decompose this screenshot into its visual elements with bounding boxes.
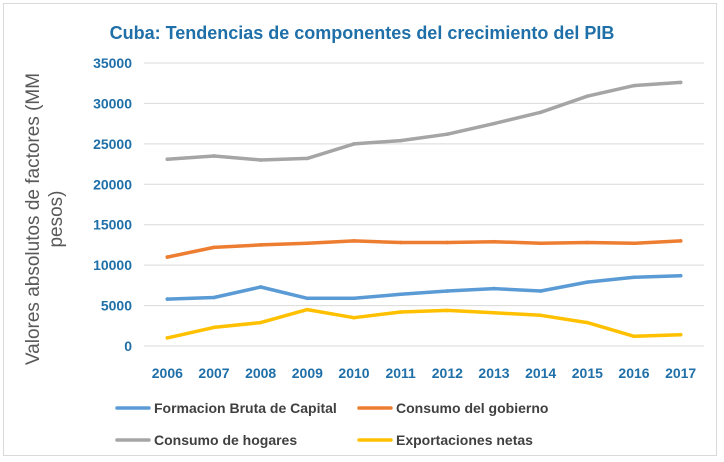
data-point <box>492 311 496 315</box>
legend: Formacion Bruta de Capital Consumo del go… <box>115 400 548 448</box>
legend-label: Exportaciones netas <box>396 432 533 448</box>
data-point <box>212 325 216 330</box>
data-point <box>398 240 403 245</box>
y-axis-ticks: 0 5000 10000 15000 20000 25000 30000 35000 <box>93 55 132 354</box>
data-point <box>678 239 683 243</box>
data-point <box>352 315 356 320</box>
data-point <box>258 285 263 289</box>
data-point <box>305 156 310 161</box>
y-tick-label: 5000 <box>101 298 132 314</box>
data-point <box>212 295 216 300</box>
x-tick-label: 2006 <box>152 365 183 381</box>
x-tick-label: 2010 <box>338 365 369 381</box>
data-point <box>585 320 590 325</box>
chart-title: Cuba: Tendencias de componentes del crec… <box>110 23 615 43</box>
data-point <box>632 83 636 88</box>
data-point <box>398 310 403 314</box>
y-axis-label: Valores absolutos de factores (MM pesos) <box>23 73 67 365</box>
data-point <box>352 142 356 146</box>
x-tick-label: 2008 <box>245 365 276 381</box>
legend-label: Formacion Bruta de Capital <box>154 400 337 416</box>
y-tick-label: 0 <box>124 338 132 354</box>
y-tick-label: 10000 <box>93 257 132 273</box>
data-point <box>165 297 170 301</box>
data-point <box>212 245 216 250</box>
y-axis-label-line-1: Valores absolutos de factores (MM <box>23 73 44 365</box>
line-chart: Cuba: Tendencias de componentes del crec… <box>23 23 704 448</box>
y-tick-label: 15000 <box>93 217 132 233</box>
data-point <box>352 296 356 301</box>
data-point <box>165 255 170 259</box>
data-point <box>165 336 170 340</box>
data-point <box>258 158 263 162</box>
data-point <box>445 308 450 313</box>
data-point <box>352 239 356 243</box>
legend-label: Consumo de hogares <box>154 432 297 448</box>
data-point <box>632 275 636 280</box>
data-point <box>678 273 683 278</box>
data-point <box>632 241 636 246</box>
x-axis-ticks: 2006 2007 2008 2009 2010 2011 2012 2013 2014 2015… <box>152 365 697 381</box>
data-point <box>165 157 170 162</box>
series-lines <box>165 80 683 340</box>
data-point <box>305 241 310 246</box>
series-line-3 <box>165 307 683 340</box>
series-line-1 <box>165 239 683 259</box>
y-axis-label-line-2: pesos) <box>46 190 67 247</box>
data-point <box>445 289 450 293</box>
y-tick-label: 30000 <box>93 95 132 111</box>
data-point <box>538 313 543 318</box>
x-tick-label: 2013 <box>478 365 509 381</box>
data-point <box>445 240 450 245</box>
series-line-2 <box>165 80 683 162</box>
y-tick-label: 20000 <box>93 176 132 192</box>
data-point <box>398 138 403 143</box>
gridlines <box>144 62 704 347</box>
x-tick-label: 2015 <box>572 365 603 381</box>
data-point <box>212 154 216 158</box>
data-point <box>445 132 450 136</box>
x-tick-label: 2014 <box>525 365 556 381</box>
y-tick-label: 35000 <box>93 55 132 71</box>
data-point <box>585 280 590 284</box>
data-point <box>538 289 543 293</box>
data-point <box>492 286 496 291</box>
chart-frame: Cuba: Tendencias de componentes del crec… <box>3 3 717 456</box>
data-point <box>398 292 403 297</box>
x-tick-label: 2016 <box>618 365 649 381</box>
data-point <box>678 80 683 85</box>
x-tick-label: 2009 <box>292 365 323 381</box>
data-point <box>678 332 683 337</box>
y-tick-label: 25000 <box>93 136 132 152</box>
x-tick-label: 2011 <box>385 365 416 381</box>
data-point <box>492 121 496 126</box>
data-point <box>305 296 310 301</box>
data-point <box>258 243 263 247</box>
data-point <box>538 110 543 115</box>
data-point <box>632 334 636 339</box>
series-line-0 <box>165 273 683 301</box>
data-point <box>538 241 543 246</box>
data-point <box>305 307 310 312</box>
x-tick-label: 2007 <box>198 365 229 381</box>
data-point <box>492 239 496 244</box>
data-point <box>258 320 263 325</box>
data-point <box>585 240 590 245</box>
data-point <box>585 94 590 98</box>
x-tick-label: 2012 <box>432 365 463 381</box>
x-tick-label: 2017 <box>665 365 696 381</box>
legend-label: Consumo del gobierno <box>396 400 548 416</box>
